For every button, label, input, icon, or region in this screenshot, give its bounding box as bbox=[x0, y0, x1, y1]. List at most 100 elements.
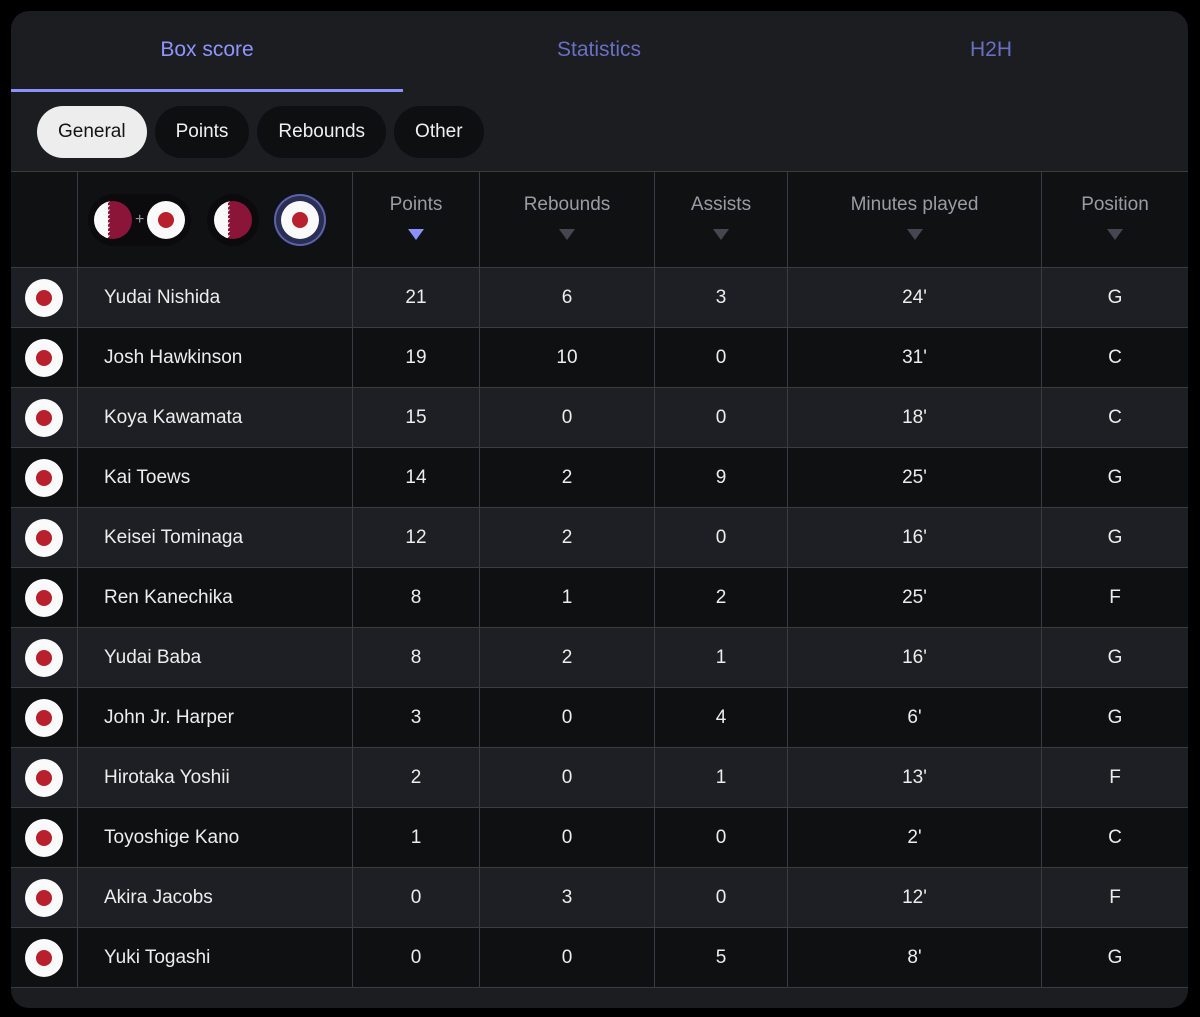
player-minutes: 24' bbox=[787, 267, 1042, 328]
minutes-column-header[interactable]: Minutes played bbox=[787, 171, 1042, 268]
player-rebounds: 6 bbox=[479, 267, 655, 328]
table-row[interactable]: Josh Hawkinson 19 10 0 31' C bbox=[11, 327, 1188, 388]
player-assists: 0 bbox=[654, 327, 788, 388]
chip-rebounds[interactable]: Rebounds bbox=[257, 105, 387, 158]
player-flag-cell bbox=[11, 447, 78, 508]
player-rebounds: 2 bbox=[479, 447, 655, 508]
table-row[interactable]: Keisei Tominaga 12 2 0 16' G bbox=[11, 507, 1188, 568]
sort-icon bbox=[906, 229, 923, 240]
japan-flag-icon bbox=[25, 398, 63, 437]
player-name[interactable]: Yudai Nishida bbox=[77, 267, 353, 328]
player-name[interactable]: Koya Kawamata bbox=[77, 387, 353, 448]
player-flag-cell bbox=[11, 747, 78, 808]
plus-icon: + bbox=[135, 210, 145, 228]
japan-flag-icon bbox=[25, 758, 63, 797]
table-row[interactable]: John Jr. Harper 3 0 4 6' G bbox=[11, 687, 1188, 748]
player-minutes: 8' bbox=[787, 927, 1042, 988]
japan-flag-icon bbox=[25, 338, 63, 377]
player-assists: 5 bbox=[654, 927, 788, 988]
table-row[interactable]: Akira Jacobs 0 3 0 12' F bbox=[11, 867, 1188, 928]
table-row[interactable]: Hirotaka Yoshii 2 0 1 13' F bbox=[11, 747, 1188, 808]
player-name[interactable]: Keisei Tominaga bbox=[77, 507, 353, 568]
rebounds-header-label: Rebounds bbox=[523, 194, 611, 215]
player-points: 21 bbox=[352, 267, 480, 328]
player-rebounds: 0 bbox=[479, 807, 655, 868]
player-points: 15 bbox=[352, 387, 480, 448]
player-name[interactable]: Ren Kanechika bbox=[77, 567, 353, 628]
position-column-header[interactable]: Position bbox=[1041, 171, 1188, 268]
player-name[interactable]: Akira Jacobs bbox=[77, 867, 353, 928]
player-flag-cell bbox=[11, 687, 78, 748]
player-minutes: 18' bbox=[787, 387, 1042, 448]
player-name[interactable]: Josh Hawkinson bbox=[77, 327, 353, 388]
player-flag-cell bbox=[11, 327, 78, 388]
player-flag-cell bbox=[11, 507, 78, 568]
player-assists: 0 bbox=[654, 867, 788, 928]
player-position: C bbox=[1041, 327, 1188, 388]
table-row[interactable]: Yuki Togashi 0 0 5 8' G bbox=[11, 927, 1188, 988]
player-name[interactable]: Hirotaka Yoshii bbox=[77, 747, 353, 808]
stat-filter-chips: General Points Rebounds Other bbox=[11, 92, 1188, 171]
table-row[interactable]: Kai Toews 14 2 9 25' G bbox=[11, 447, 1188, 508]
qatar-flag-icon bbox=[213, 200, 252, 239]
tab-bar: Box score Statistics H2H bbox=[11, 11, 1188, 92]
table-row[interactable]: Yudai Baba 8 2 1 16' G bbox=[11, 627, 1188, 688]
rebounds-column-header[interactable]: Rebounds bbox=[479, 171, 655, 268]
minutes-header-label: Minutes played bbox=[850, 194, 979, 215]
player-assists: 2 bbox=[654, 567, 788, 628]
table-row[interactable]: Yudai Nishida 21 6 3 24' G bbox=[11, 267, 1188, 328]
tab-box-score[interactable]: Box score bbox=[11, 11, 403, 92]
japan-flag-icon bbox=[147, 200, 186, 239]
player-minutes: 31' bbox=[787, 327, 1042, 388]
tab-statistics[interactable]: Statistics bbox=[556, 38, 642, 61]
player-rows: Yudai Nishida 21 6 3 24' G Josh Hawkinson 19 10 0… bbox=[11, 267, 1188, 988]
assists-column-header[interactable]: Assists bbox=[654, 171, 788, 268]
japan-flag-icon bbox=[25, 938, 63, 977]
player-assists: 0 bbox=[654, 387, 788, 448]
assists-header-label: Assists bbox=[690, 194, 752, 215]
player-name[interactable]: John Jr. Harper bbox=[77, 687, 353, 748]
chip-points[interactable]: Points bbox=[154, 105, 250, 158]
player-position: F bbox=[1041, 567, 1188, 628]
player-name[interactable]: Yudai Baba bbox=[77, 627, 353, 688]
player-position: F bbox=[1041, 747, 1188, 808]
points-header-label: Points bbox=[389, 194, 443, 215]
table-row[interactable]: Toyoshige Kano 1 0 0 2' C bbox=[11, 807, 1188, 868]
japan-team-toggle[interactable] bbox=[273, 193, 326, 246]
japan-flag-icon bbox=[280, 200, 319, 239]
sort-icon bbox=[1107, 229, 1123, 240]
player-rebounds: 3 bbox=[479, 867, 655, 928]
player-rebounds: 0 bbox=[479, 927, 655, 988]
chip-general[interactable]: General bbox=[37, 105, 147, 158]
player-rebounds: 10 bbox=[479, 327, 655, 388]
both-teams-toggle[interactable]: + bbox=[88, 193, 192, 246]
qatar-team-toggle[interactable] bbox=[206, 193, 259, 246]
player-position: G bbox=[1041, 627, 1188, 688]
player-name[interactable]: Toyoshige Kano bbox=[77, 807, 353, 868]
position-header-label: Position bbox=[1081, 194, 1149, 215]
japan-flag-icon bbox=[25, 878, 63, 917]
player-points: 0 bbox=[352, 927, 480, 988]
player-flag-cell bbox=[11, 927, 78, 988]
table-row[interactable]: Koya Kawamata 15 0 0 18' C bbox=[11, 387, 1188, 448]
table-row[interactable]: Ren Kanechika 8 1 2 25' F bbox=[11, 567, 1188, 628]
player-assists: 1 bbox=[654, 627, 788, 688]
japan-flag-icon bbox=[25, 278, 63, 317]
points-column-header[interactable]: Points bbox=[352, 171, 480, 268]
box-score-card: Box score Statistics H2H General Points … bbox=[11, 11, 1188, 1008]
player-points: 8 bbox=[352, 567, 480, 628]
player-flag-cell bbox=[11, 387, 78, 448]
japan-flag-icon bbox=[25, 518, 63, 557]
japan-flag-icon bbox=[25, 818, 63, 857]
player-minutes: 25' bbox=[787, 567, 1042, 628]
player-name[interactable]: Yuki Togashi bbox=[77, 927, 353, 988]
player-rebounds: 2 bbox=[479, 627, 655, 688]
chip-other[interactable]: Other bbox=[394, 105, 484, 158]
player-position: F bbox=[1041, 867, 1188, 928]
tab-h2h[interactable]: H2H bbox=[969, 38, 1012, 61]
player-name[interactable]: Kai Toews bbox=[77, 447, 353, 508]
player-minutes: 6' bbox=[787, 687, 1042, 748]
player-rebounds: 0 bbox=[479, 387, 655, 448]
player-rebounds: 1 bbox=[479, 567, 655, 628]
player-points: 3 bbox=[352, 687, 480, 748]
